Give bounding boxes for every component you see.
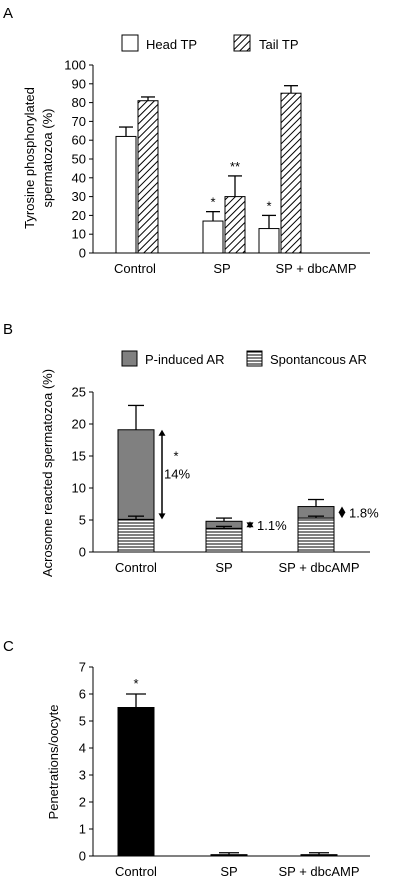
x-tick-label: SP + dbcAMP xyxy=(275,261,356,276)
bar xyxy=(300,854,338,857)
legend-swatch-head-tp xyxy=(121,34,139,52)
arrow-head xyxy=(158,513,166,520)
legend-label-spontaneous-ar: Spontancous AR xyxy=(270,352,367,367)
panel-a-label: A xyxy=(3,5,13,22)
panel-b-legend: P-induced AR Spontancous AR xyxy=(121,350,367,367)
legend-label-p-induced-ar: P-induced AR xyxy=(145,352,225,367)
y-tick-label: 60 xyxy=(72,133,86,148)
arrow-head xyxy=(338,506,346,513)
arrow-head xyxy=(158,429,166,436)
y-tick-label: 25 xyxy=(72,385,86,400)
y-tick-label: 1 xyxy=(79,822,86,837)
panel-a: A Head TP Tail TP Tyrosine phosphorylate… xyxy=(3,5,370,276)
x-tick-label: SP + dbcAMP xyxy=(278,560,359,575)
bar xyxy=(258,228,280,254)
arrow-head xyxy=(338,512,346,519)
x-tick-label: Control xyxy=(114,261,156,276)
significance-marker: * xyxy=(210,195,215,210)
bar xyxy=(224,196,246,254)
panel-b-axes: 0 5 10 15 20 25 Control SP SP + dbcAMP xyxy=(72,385,370,575)
y-tick-label: 4 xyxy=(79,741,86,756)
legend-label-head-tp: Head TP xyxy=(146,37,197,52)
y-tick-label: 0 xyxy=(79,246,86,261)
y-tick-label: 20 xyxy=(72,208,86,223)
panel-c-y-label: Penetrations/oocyte xyxy=(46,705,61,820)
y-tick-label: 40 xyxy=(72,170,86,185)
y-tick-label: 5 xyxy=(79,513,86,528)
y-tick-label: 0 xyxy=(79,849,86,864)
bar xyxy=(210,854,248,857)
y-tick-label: 80 xyxy=(72,95,86,110)
legend-label-tail-tp: Tail TP xyxy=(259,37,299,52)
percent-label: 1.8% xyxy=(349,505,379,520)
panel-b-bars: * 14% 1.1% 1.8% xyxy=(117,404,379,553)
panel-b: B P-induced AR Spontancous AR Acrosome r… xyxy=(3,321,379,577)
y-tick-label: 20 xyxy=(72,417,86,432)
y-tick-label: 7 xyxy=(79,660,86,675)
panel-c-label: C xyxy=(3,638,14,655)
panel-b-label: B xyxy=(3,321,13,338)
percent-label: 14% xyxy=(164,467,190,482)
significance-marker: * xyxy=(133,676,138,691)
y-tick-label: 6 xyxy=(79,687,86,702)
panel-c: C Penetrations/oocyte 0 1 2 3 4 5 6 7 Control SP S… xyxy=(3,638,370,879)
bar-spontaneous-ar xyxy=(205,527,243,553)
x-tick-label: SP + dbcAMP xyxy=(278,864,359,879)
y-tick-label: 10 xyxy=(72,227,86,242)
bar-spontaneous-ar xyxy=(117,518,155,553)
panel-a-bars: * *** xyxy=(115,85,302,254)
y-tick-label: 2 xyxy=(79,795,86,810)
significance-marker: ** xyxy=(230,159,240,174)
panel-a-axes: 0 10 20 30 40 50 60 70 80 90 100 Control SP SP + dbcA… xyxy=(64,58,370,276)
y-tick-label: 5 xyxy=(79,714,86,729)
x-tick-label: SP xyxy=(215,560,232,575)
percent-label: 1.1% xyxy=(257,518,287,533)
legend-swatch-p-induced-ar xyxy=(121,350,138,367)
bar xyxy=(115,135,137,254)
significance-marker: * xyxy=(266,198,271,213)
panel-b-y-label: Acrosome reacted spermatozoa (%) xyxy=(40,369,55,577)
y-tick-label: 100 xyxy=(64,58,86,73)
x-tick-label: SP xyxy=(220,864,237,879)
y-tick-label: 70 xyxy=(72,114,86,129)
y-tick-label: 10 xyxy=(72,481,86,496)
bar-p-induced-ar xyxy=(117,429,155,520)
legend-swatch-spontaneous-ar xyxy=(246,350,263,367)
bar xyxy=(117,707,155,857)
x-tick-label: SP xyxy=(213,261,230,276)
significance-marker: * xyxy=(173,449,178,464)
y-tick-label: 0 xyxy=(79,545,86,560)
y-tick-label: 30 xyxy=(72,189,86,204)
y-tick-label: 15 xyxy=(72,449,86,464)
x-tick-label: Control xyxy=(115,560,157,575)
bar xyxy=(202,220,224,254)
arrow-head xyxy=(246,522,254,529)
y-tick-label: 3 xyxy=(79,768,86,783)
panel-a-legend: Head TP Tail TP xyxy=(121,34,299,52)
y-tick-label: 50 xyxy=(72,152,86,167)
bar xyxy=(137,100,159,254)
bar-spontaneous-ar xyxy=(297,517,335,553)
legend-swatch-tail-tp xyxy=(233,34,251,52)
x-tick-label: Control xyxy=(115,864,157,879)
bar xyxy=(280,92,302,254)
y-tick-label: 90 xyxy=(72,76,86,91)
panel-c-bars: * xyxy=(117,676,338,857)
panel-a-y-label: Tyrosine phosphorylated spermatozoa (%) xyxy=(22,87,55,229)
